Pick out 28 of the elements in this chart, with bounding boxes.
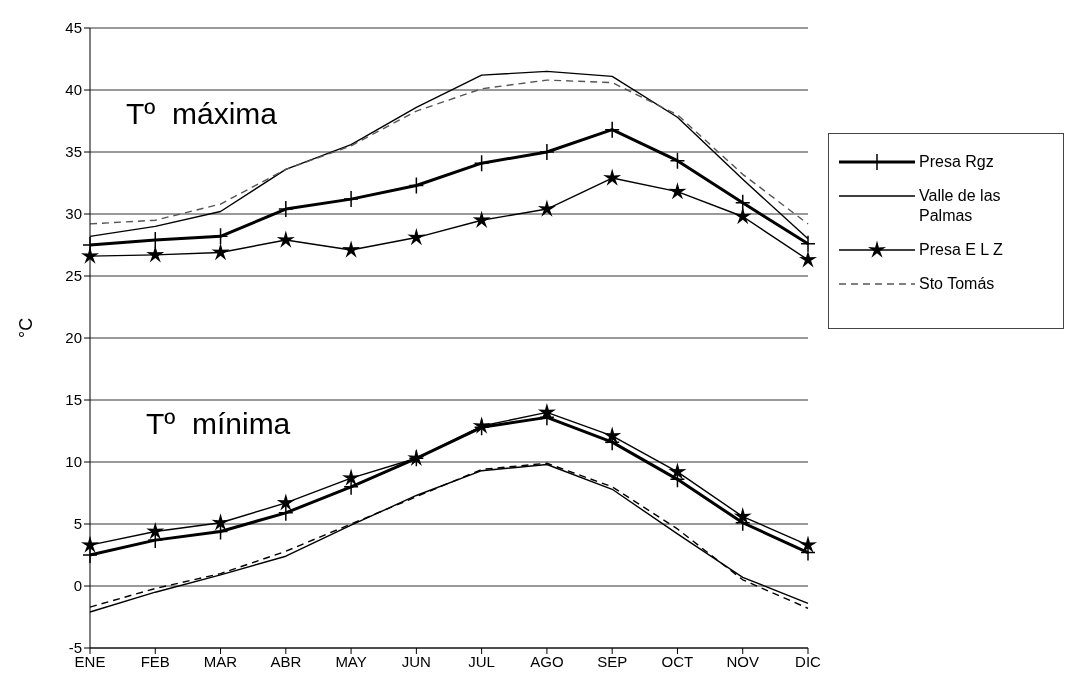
y-tick-label: 5 (73, 515, 82, 533)
y-tick-label: 30 (65, 205, 82, 223)
x-tick-label: OCT (661, 652, 694, 670)
x-tick-label: ABR (270, 652, 302, 670)
annotation: Tº mínima (128, 403, 331, 445)
x-tick-label: DIC (795, 652, 822, 670)
y-tick-label: 40 (65, 81, 82, 99)
x-tick-label: FEB (140, 652, 170, 670)
y-tick-label: 35 (65, 143, 82, 161)
x-tick-label: AGO (530, 652, 564, 670)
legend-label: Presa E L Z (919, 240, 1003, 260)
y-tick-label: 20 (65, 329, 82, 347)
legend-label: Sto Tomás (919, 274, 995, 294)
x-tick-label: MAY (335, 652, 367, 670)
x-tick-label: SEP (597, 652, 628, 670)
x-tick-label: JUN (401, 652, 431, 670)
y-tick-label: 45 (65, 19, 82, 37)
annotation: Tº máxima (108, 93, 317, 135)
x-tick-label: NOV (726, 652, 759, 670)
y-tick-label: 10 (65, 453, 82, 471)
x-tick-label: MAR (203, 652, 238, 670)
x-tick-label: JUL (468, 652, 495, 670)
legend-label: Presa Rgz (919, 152, 994, 172)
y-tick-label: 25 (65, 267, 82, 285)
y-axis-title: °C (16, 317, 37, 338)
y-tick-label: 0 (73, 577, 82, 595)
y-tick-label: 15 (65, 391, 82, 409)
legend-label: Valle de las Palmas (919, 186, 1002, 226)
